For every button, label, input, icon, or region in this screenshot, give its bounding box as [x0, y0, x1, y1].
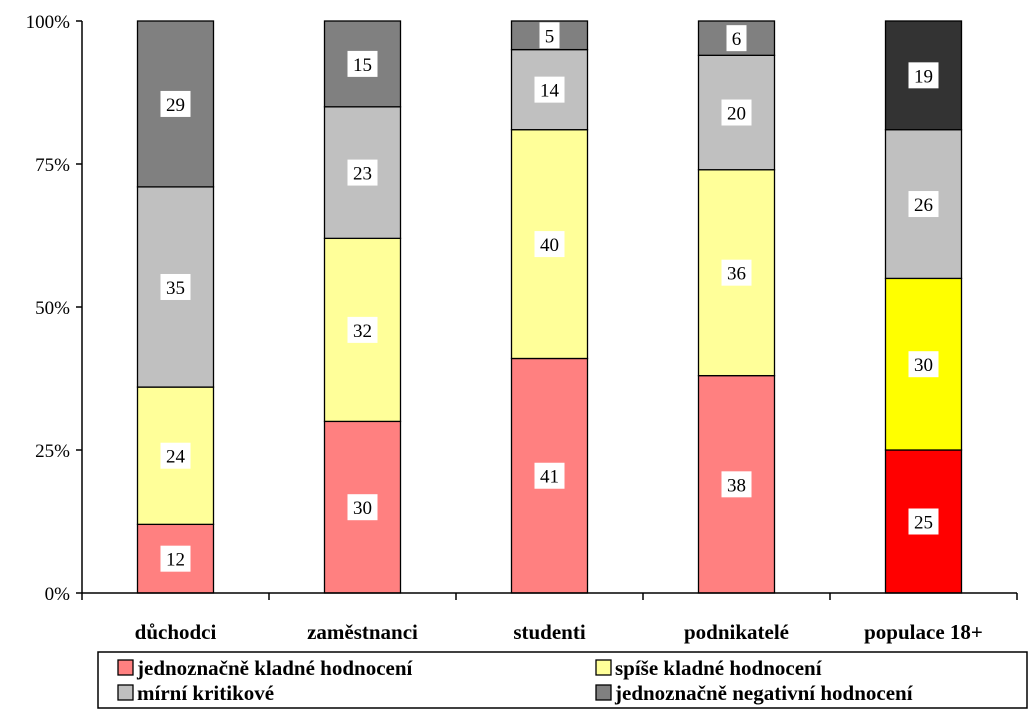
- bar-segment: [323, 20, 402, 108]
- axes-group: 0% 25% 50% 75% 100%: [26, 12, 1018, 605]
- data-label-box: [160, 90, 191, 117]
- data-label: 24: [166, 447, 186, 468]
- category-label: důchodci: [135, 620, 217, 644]
- labels-group: 12 24 35 29 důchodci 30 32 23 15 zaměstnanci 41 40 1…: [135, 22, 983, 644]
- legend-swatch: [117, 684, 134, 701]
- bar-segment: [697, 54, 776, 171]
- data-label-box: [160, 273, 191, 300]
- data-label: 29: [166, 95, 185, 116]
- data-label-box: [539, 22, 560, 49]
- data-label-box: [347, 159, 378, 186]
- data-label: 30: [353, 498, 372, 519]
- data-label: 36: [727, 264, 746, 285]
- y-tick-label: 100%: [26, 12, 71, 33]
- legend-label: jednoznačně kladné hodnocení: [136, 656, 414, 680]
- data-label-box: [534, 462, 565, 489]
- data-label: 14: [540, 81, 560, 102]
- y-tick-label: 50%: [35, 298, 70, 319]
- legend-label: jednoznačně negativní hodnocení: [614, 681, 914, 705]
- data-label: 26: [914, 195, 933, 216]
- y-tick-label: 0%: [45, 584, 71, 605]
- legend-box: [97, 651, 1028, 709]
- data-label-box: [347, 50, 378, 77]
- data-label-box: [534, 76, 565, 103]
- y-tick-label: 25%: [35, 441, 70, 462]
- data-label: 41: [540, 467, 559, 488]
- legend-swatch: [117, 659, 134, 676]
- data-label: 6: [732, 29, 742, 50]
- data-label-box: [721, 259, 752, 286]
- data-label: 40: [540, 235, 559, 256]
- legend: jednoznačně kladné hodnocení spíše kladné…: [97, 651, 1028, 709]
- data-label-box: [908, 191, 939, 218]
- category-label: podnikatelé: [684, 620, 789, 644]
- bars-group: [136, 20, 963, 594]
- data-label-box: [908, 62, 939, 89]
- category-label: studenti: [513, 620, 586, 644]
- data-label: 35: [166, 278, 185, 299]
- category-label: populace 18+: [864, 620, 983, 644]
- legend-label: mírní kritikové: [137, 681, 274, 705]
- data-label-box: [908, 351, 939, 378]
- legend-swatch: [595, 659, 612, 676]
- data-label: 32: [353, 321, 372, 342]
- data-label: 19: [914, 66, 933, 87]
- data-label: 15: [353, 55, 372, 76]
- y-tick-label: 75%: [35, 155, 70, 176]
- data-label-box: [347, 316, 378, 343]
- data-label-box: [534, 231, 565, 258]
- data-label-box: [160, 442, 191, 469]
- data-label-box: [160, 545, 191, 572]
- category-label: zaměstnanci: [307, 620, 418, 644]
- legend-swatch: [595, 684, 612, 701]
- legend-label: spíše kladné hodnocení: [615, 656, 823, 680]
- data-label: 23: [353, 164, 372, 185]
- data-label: 12: [166, 550, 185, 571]
- data-label: 25: [914, 513, 933, 534]
- data-label: 5: [545, 26, 555, 47]
- data-label-box: [721, 99, 752, 126]
- data-label: 30: [914, 355, 933, 376]
- data-label-box: [721, 471, 752, 498]
- data-label-box: [347, 494, 378, 521]
- data-label-box: [908, 508, 939, 535]
- data-label-box: [726, 25, 747, 52]
- data-label: 20: [727, 104, 746, 125]
- data-label: 38: [727, 475, 746, 496]
